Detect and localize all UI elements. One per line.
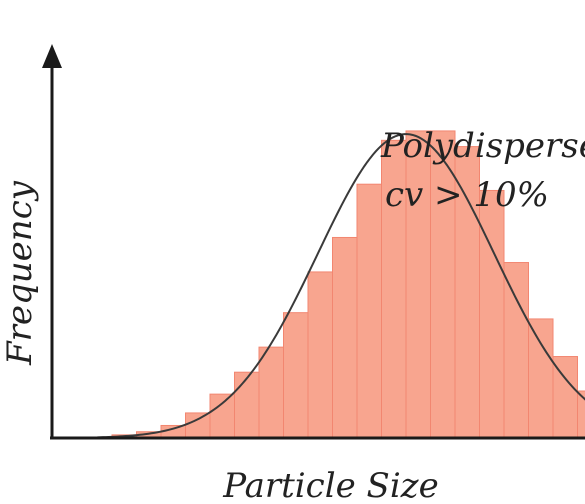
bar-13 — [405, 130, 431, 439]
bar-series — [111, 130, 585, 439]
bar-19 — [552, 356, 578, 439]
annotation-line-1: Polydisperse — [380, 126, 585, 166]
bar-9 — [307, 271, 333, 439]
bar-11 — [356, 183, 382, 439]
bar-6 — [234, 371, 260, 439]
bar-4 — [185, 412, 211, 439]
bar-5 — [209, 393, 235, 439]
y-axis-arrowhead — [42, 44, 62, 68]
bar-7 — [258, 346, 284, 439]
bar-16 — [479, 189, 505, 439]
bar-17 — [503, 262, 529, 439]
y-axis-title: Frequency — [0, 180, 40, 366]
bar-10 — [332, 236, 358, 439]
bar-18 — [528, 318, 554, 439]
bar-8 — [283, 312, 309, 439]
x-axis-title: Particle Size — [222, 466, 438, 504]
annotation-line-2: cv > 10% — [385, 175, 549, 215]
bar-20 — [577, 390, 585, 439]
distribution-curve — [97, 133, 585, 439]
bar-14 — [430, 130, 456, 439]
